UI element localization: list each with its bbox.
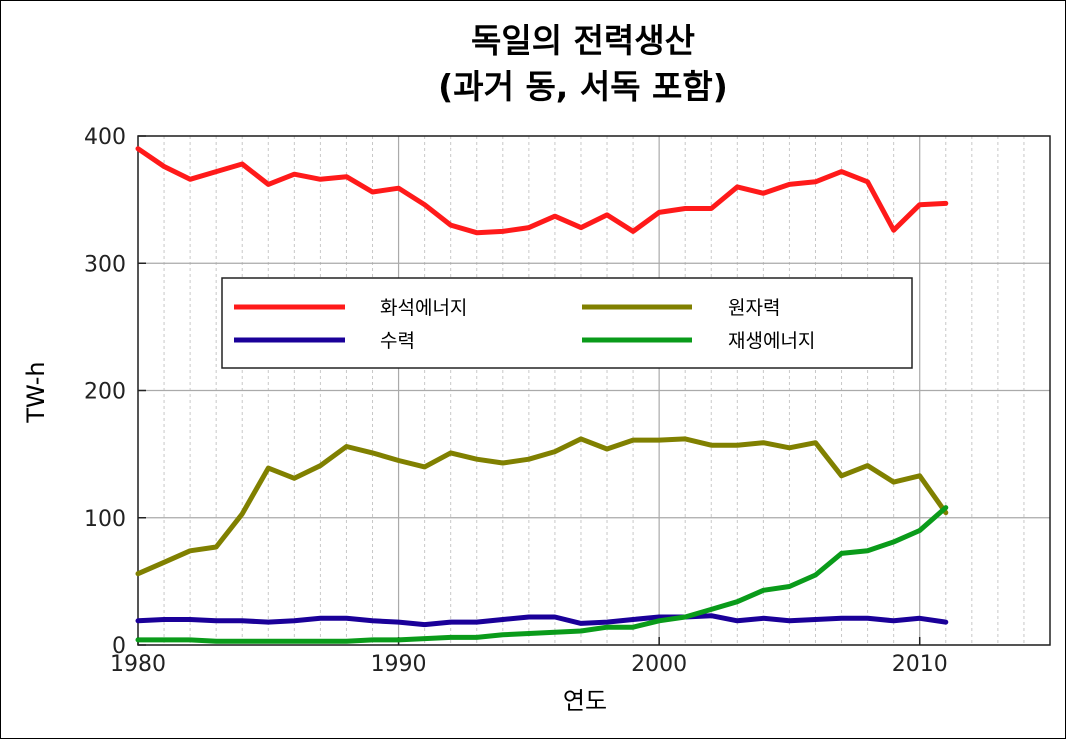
series-line-0 xyxy=(135,146,949,236)
legend-label-nuclear: 원자력 xyxy=(728,297,780,319)
series-line-1 xyxy=(135,436,949,577)
legend-label-fossil: 화석에너지 xyxy=(380,297,467,319)
grid xyxy=(137,135,1050,646)
y-axis-label: TW-h xyxy=(22,361,50,423)
x-tick-label: 1980 xyxy=(110,652,166,677)
legend: 화석에너지 수력 원자력 재생에너지 xyxy=(221,277,913,369)
series-lines xyxy=(135,146,949,644)
chart-title-line-2: (과거 동, 서독 포함) xyxy=(438,67,728,106)
x-tick-label: 2000 xyxy=(631,652,687,677)
x-tick-label: 1990 xyxy=(371,652,427,677)
y-tick-label: 100 xyxy=(84,507,126,532)
legend-label-renewable: 재생에너지 xyxy=(728,330,815,352)
series-line-2 xyxy=(135,613,949,628)
x-axis-ticks: 1980 1990 2000 2010 xyxy=(110,637,948,677)
y-tick-label: 300 xyxy=(84,252,126,277)
y-tick-label: 400 xyxy=(84,125,126,150)
x-axis-label: 연도 xyxy=(563,687,607,715)
x-tick-label: 2010 xyxy=(892,652,948,677)
y-axis-ticks: 0 100 200 300 400 xyxy=(84,125,146,659)
y-tick-label: 0 xyxy=(112,634,126,659)
legend-box xyxy=(221,277,913,369)
series-line-3 xyxy=(135,505,949,644)
y-tick-label: 200 xyxy=(84,380,126,405)
legend-label-hydro: 수력 xyxy=(380,330,415,352)
chart-title-line-1: 독일의 전력생산 xyxy=(471,21,695,60)
